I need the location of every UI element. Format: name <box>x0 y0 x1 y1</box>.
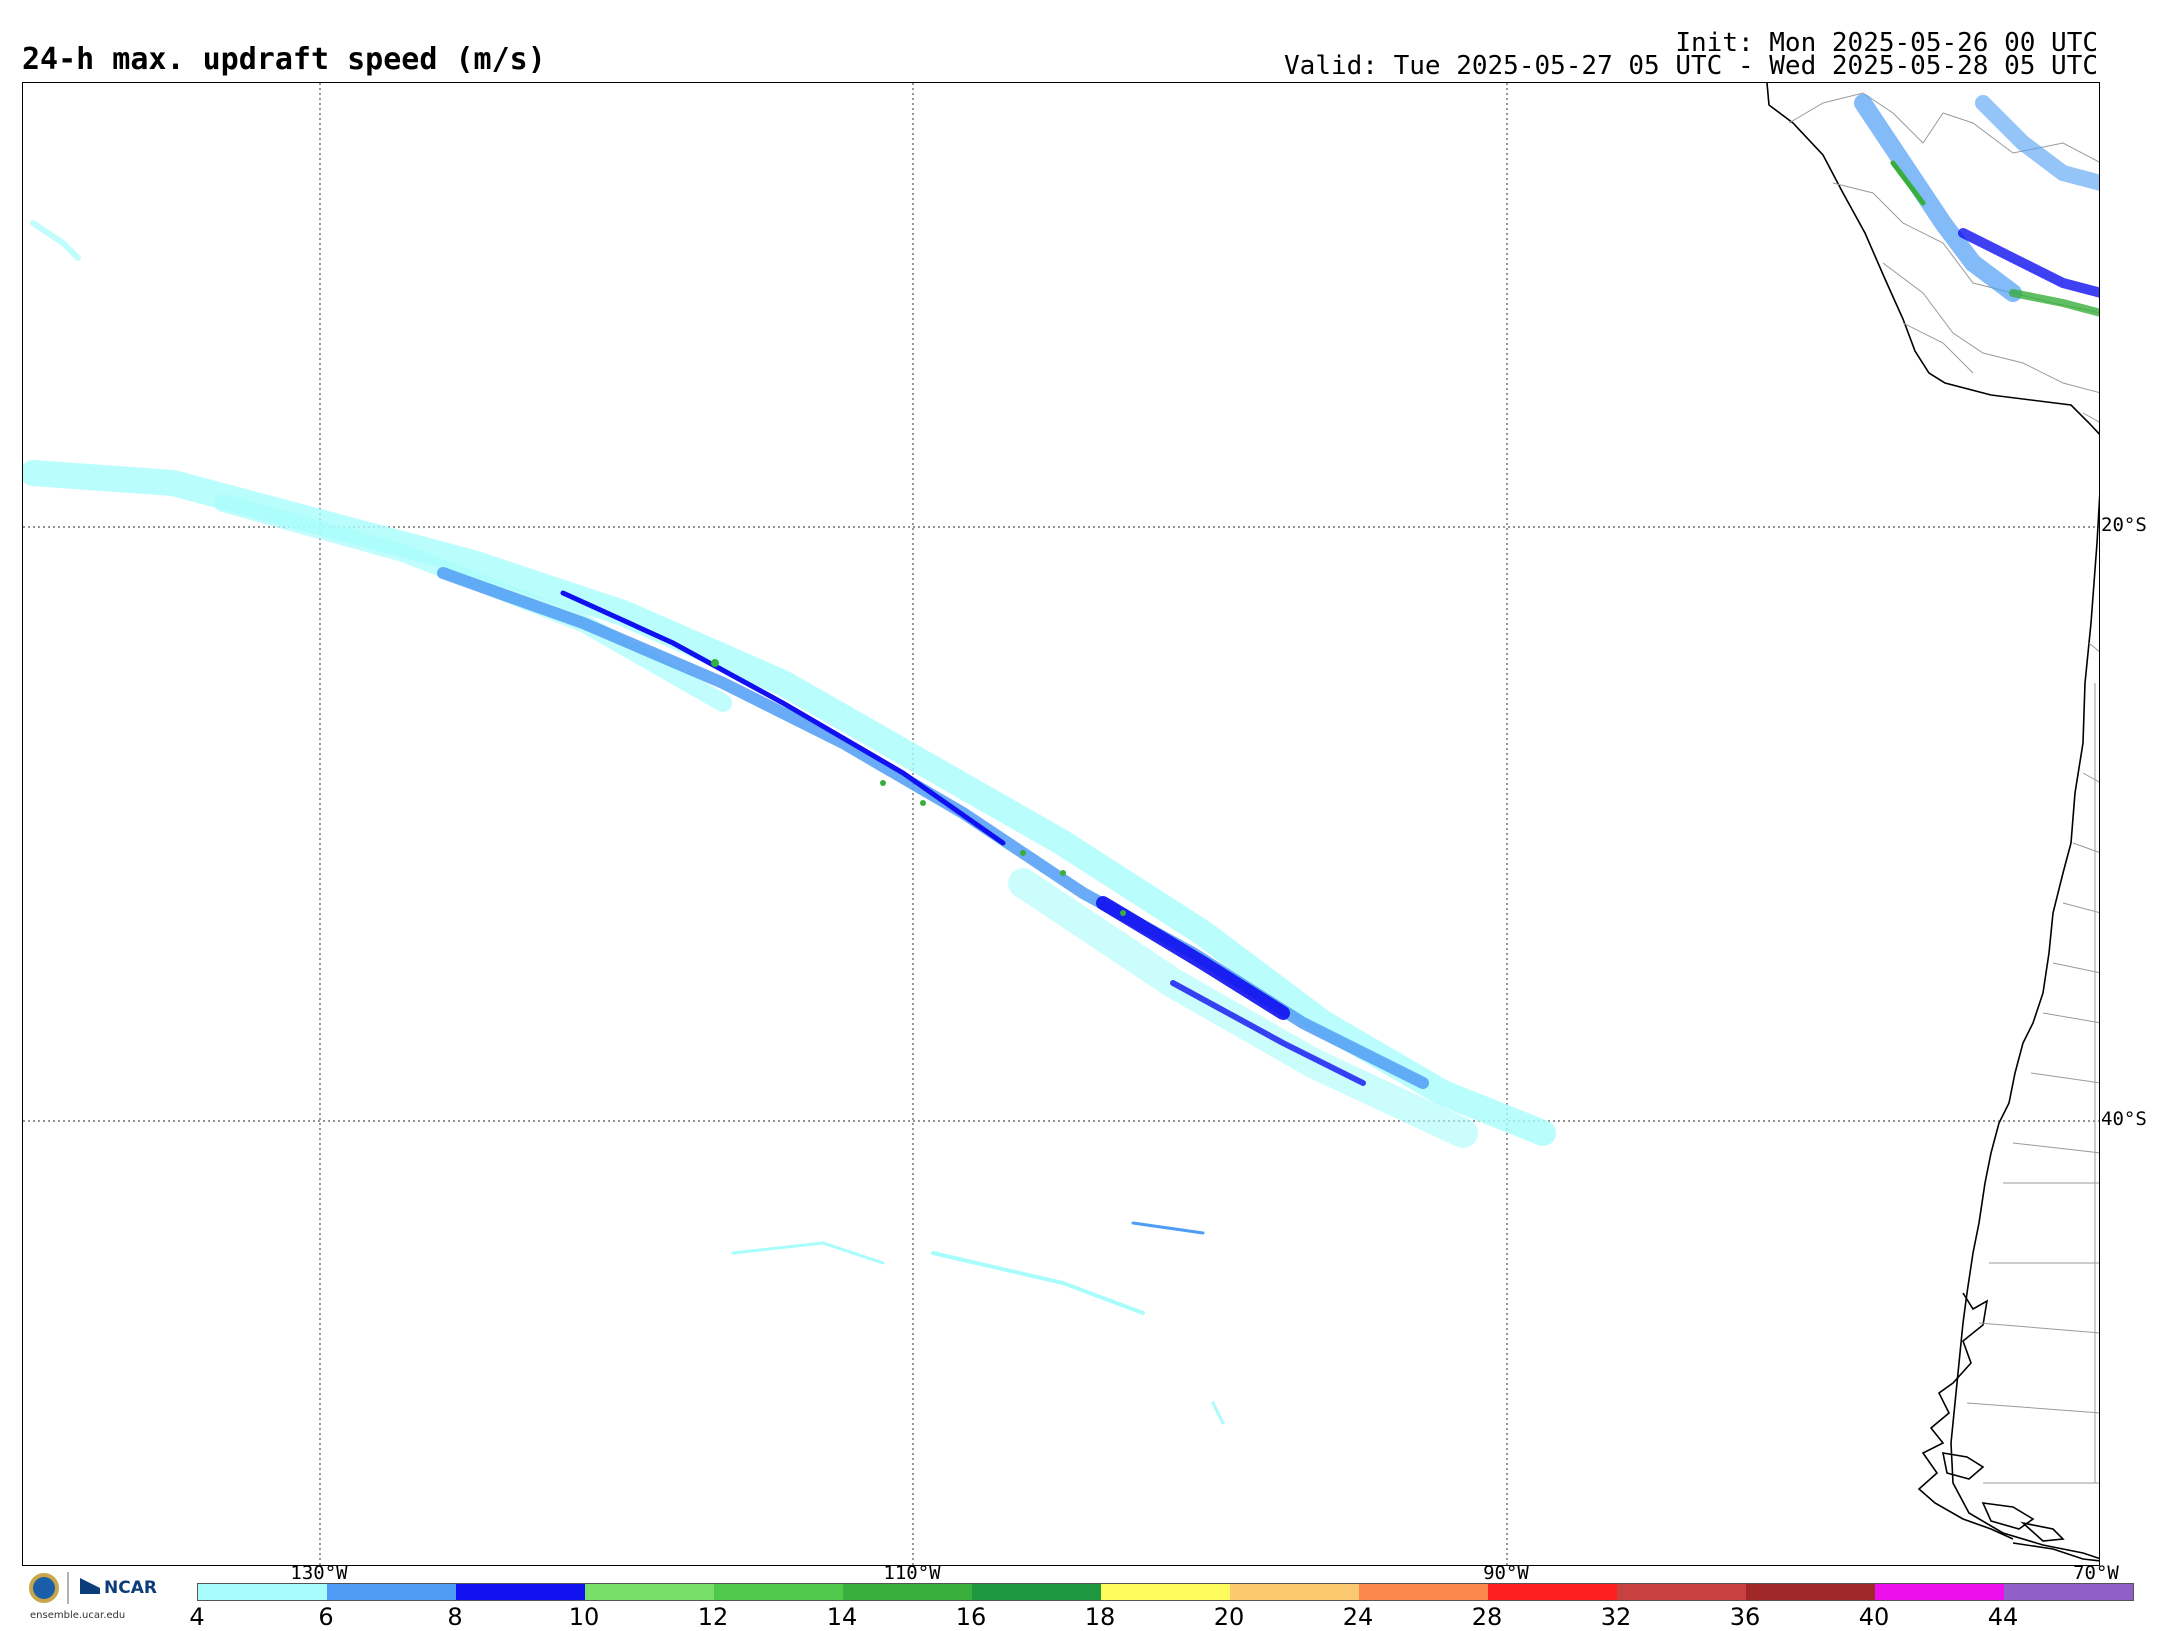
updraft-field <box>23 94 2099 1425</box>
colorbar-tick-label: 8 <box>447 1603 463 1631</box>
logo-url[interactable]: ensemble.ucar.edu <box>30 1610 126 1621</box>
colorbar-segment <box>1488 1584 1617 1600</box>
colorbar-segment <box>327 1584 456 1600</box>
colorbar-tick-label: 12 <box>697 1603 729 1631</box>
init-time: Init: Mon 2025-05-26 00 UTC <box>1675 28 2098 58</box>
colorbar-segment <box>1359 1584 1488 1600</box>
colorbar-tick-label: 40 <box>1858 1603 1890 1631</box>
map-canvas <box>23 83 2099 1565</box>
colorbar-tick-label: 20 <box>1213 1603 1245 1631</box>
colorbar <box>197 1583 2134 1601</box>
colorbar-segment <box>585 1584 714 1600</box>
colorbar-segment <box>1230 1584 1359 1600</box>
colorbar-tick-label: 18 <box>1084 1603 1116 1631</box>
lon-label-90w: 90°W <box>1483 1562 1529 1584</box>
lat-label-20s: 20°S <box>2101 514 2147 536</box>
colorbar-segment <box>2004 1584 2133 1600</box>
colorbar-tick-label: 24 <box>1342 1603 1374 1631</box>
graticule <box>23 83 2099 1565</box>
nsf-logo-icon <box>29 1572 100 1604</box>
colorbar-tick-label: 16 <box>955 1603 987 1631</box>
map-title: 24-h max. updraft speed (m/s) <box>22 42 546 77</box>
colorbar-segment <box>1875 1584 2004 1600</box>
colorbar-tick-label: 36 <box>1729 1603 1761 1631</box>
colorbar-segment <box>843 1584 972 1600</box>
colorbar-segment <box>198 1584 327 1600</box>
colorbar-segment <box>1101 1584 1230 1600</box>
admin-borders <box>1788 92 2099 1484</box>
ncar-logo-text: NCAR <box>104 1578 157 1598</box>
colorbar-tick-label: 44 <box>1987 1603 2019 1631</box>
valid-time: Valid: Tue 2025-05-27 05 UTC - Wed 2025-… <box>1284 51 2098 81</box>
colorbar-segment <box>972 1584 1101 1600</box>
logo-area <box>22 1568 172 1624</box>
colorbar-segment <box>456 1584 585 1600</box>
colorbar-tick-label: 14 <box>826 1603 858 1631</box>
lon-label-70w: 70°W <box>2073 1562 2119 1584</box>
colorbar-tick-label: 28 <box>1471 1603 1503 1631</box>
lat-label-40s: 40°S <box>2101 1108 2147 1130</box>
colorbar-tick-label: 4 <box>189 1603 205 1631</box>
map-panel[interactable] <box>22 82 2100 1566</box>
coastline <box>1766 83 2099 1562</box>
colorbar-segment <box>1746 1584 1875 1600</box>
colorbar-tick-label: 10 <box>568 1603 600 1631</box>
lon-label-110w: 110°W <box>883 1562 941 1584</box>
lon-label-130w: 130°W <box>290 1562 348 1584</box>
colorbar-segment <box>1617 1584 1746 1600</box>
colorbar-tick-label: 32 <box>1600 1603 1632 1631</box>
colorbar-segment <box>714 1584 843 1600</box>
colorbar-tick-label: 6 <box>318 1603 334 1631</box>
